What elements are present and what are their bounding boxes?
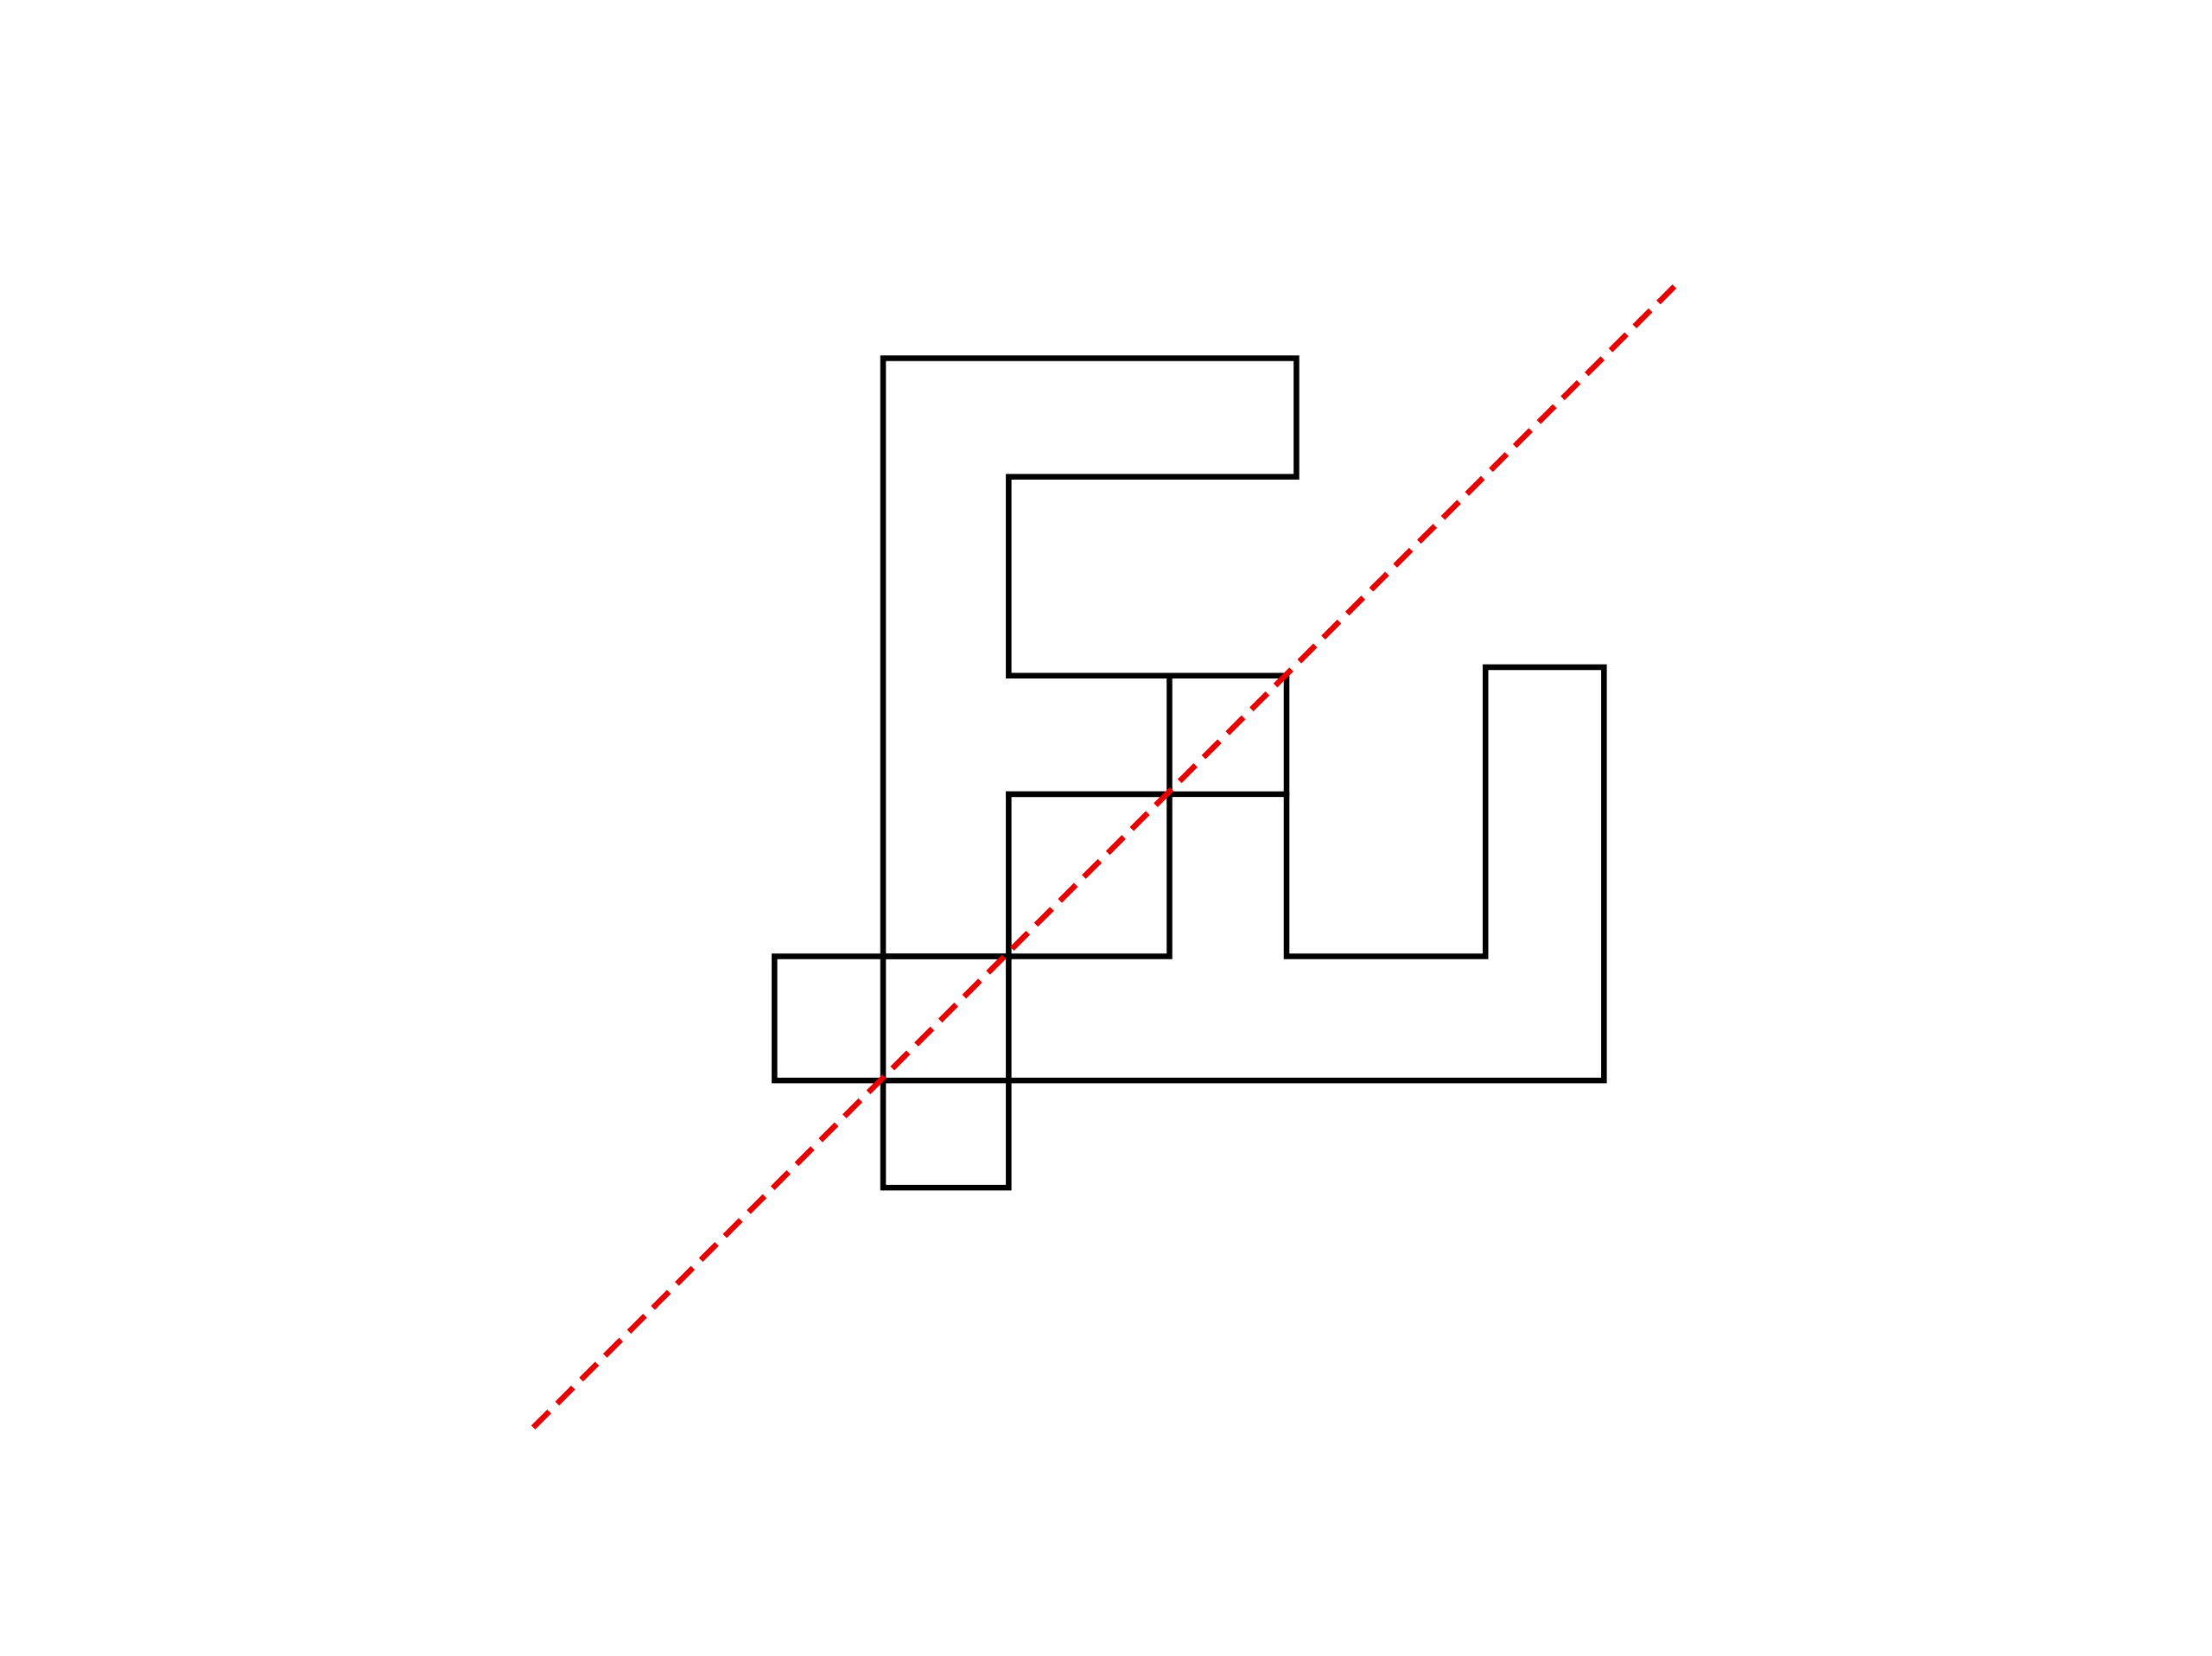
bottom-square (880, 953, 1012, 1191)
f-shape-outline (880, 355, 1300, 959)
small-square (1166, 672, 1290, 798)
middle-block (772, 664, 1607, 1084)
figure-outline (772, 355, 1607, 1191)
symmetry-line (531, 280, 1681, 1430)
